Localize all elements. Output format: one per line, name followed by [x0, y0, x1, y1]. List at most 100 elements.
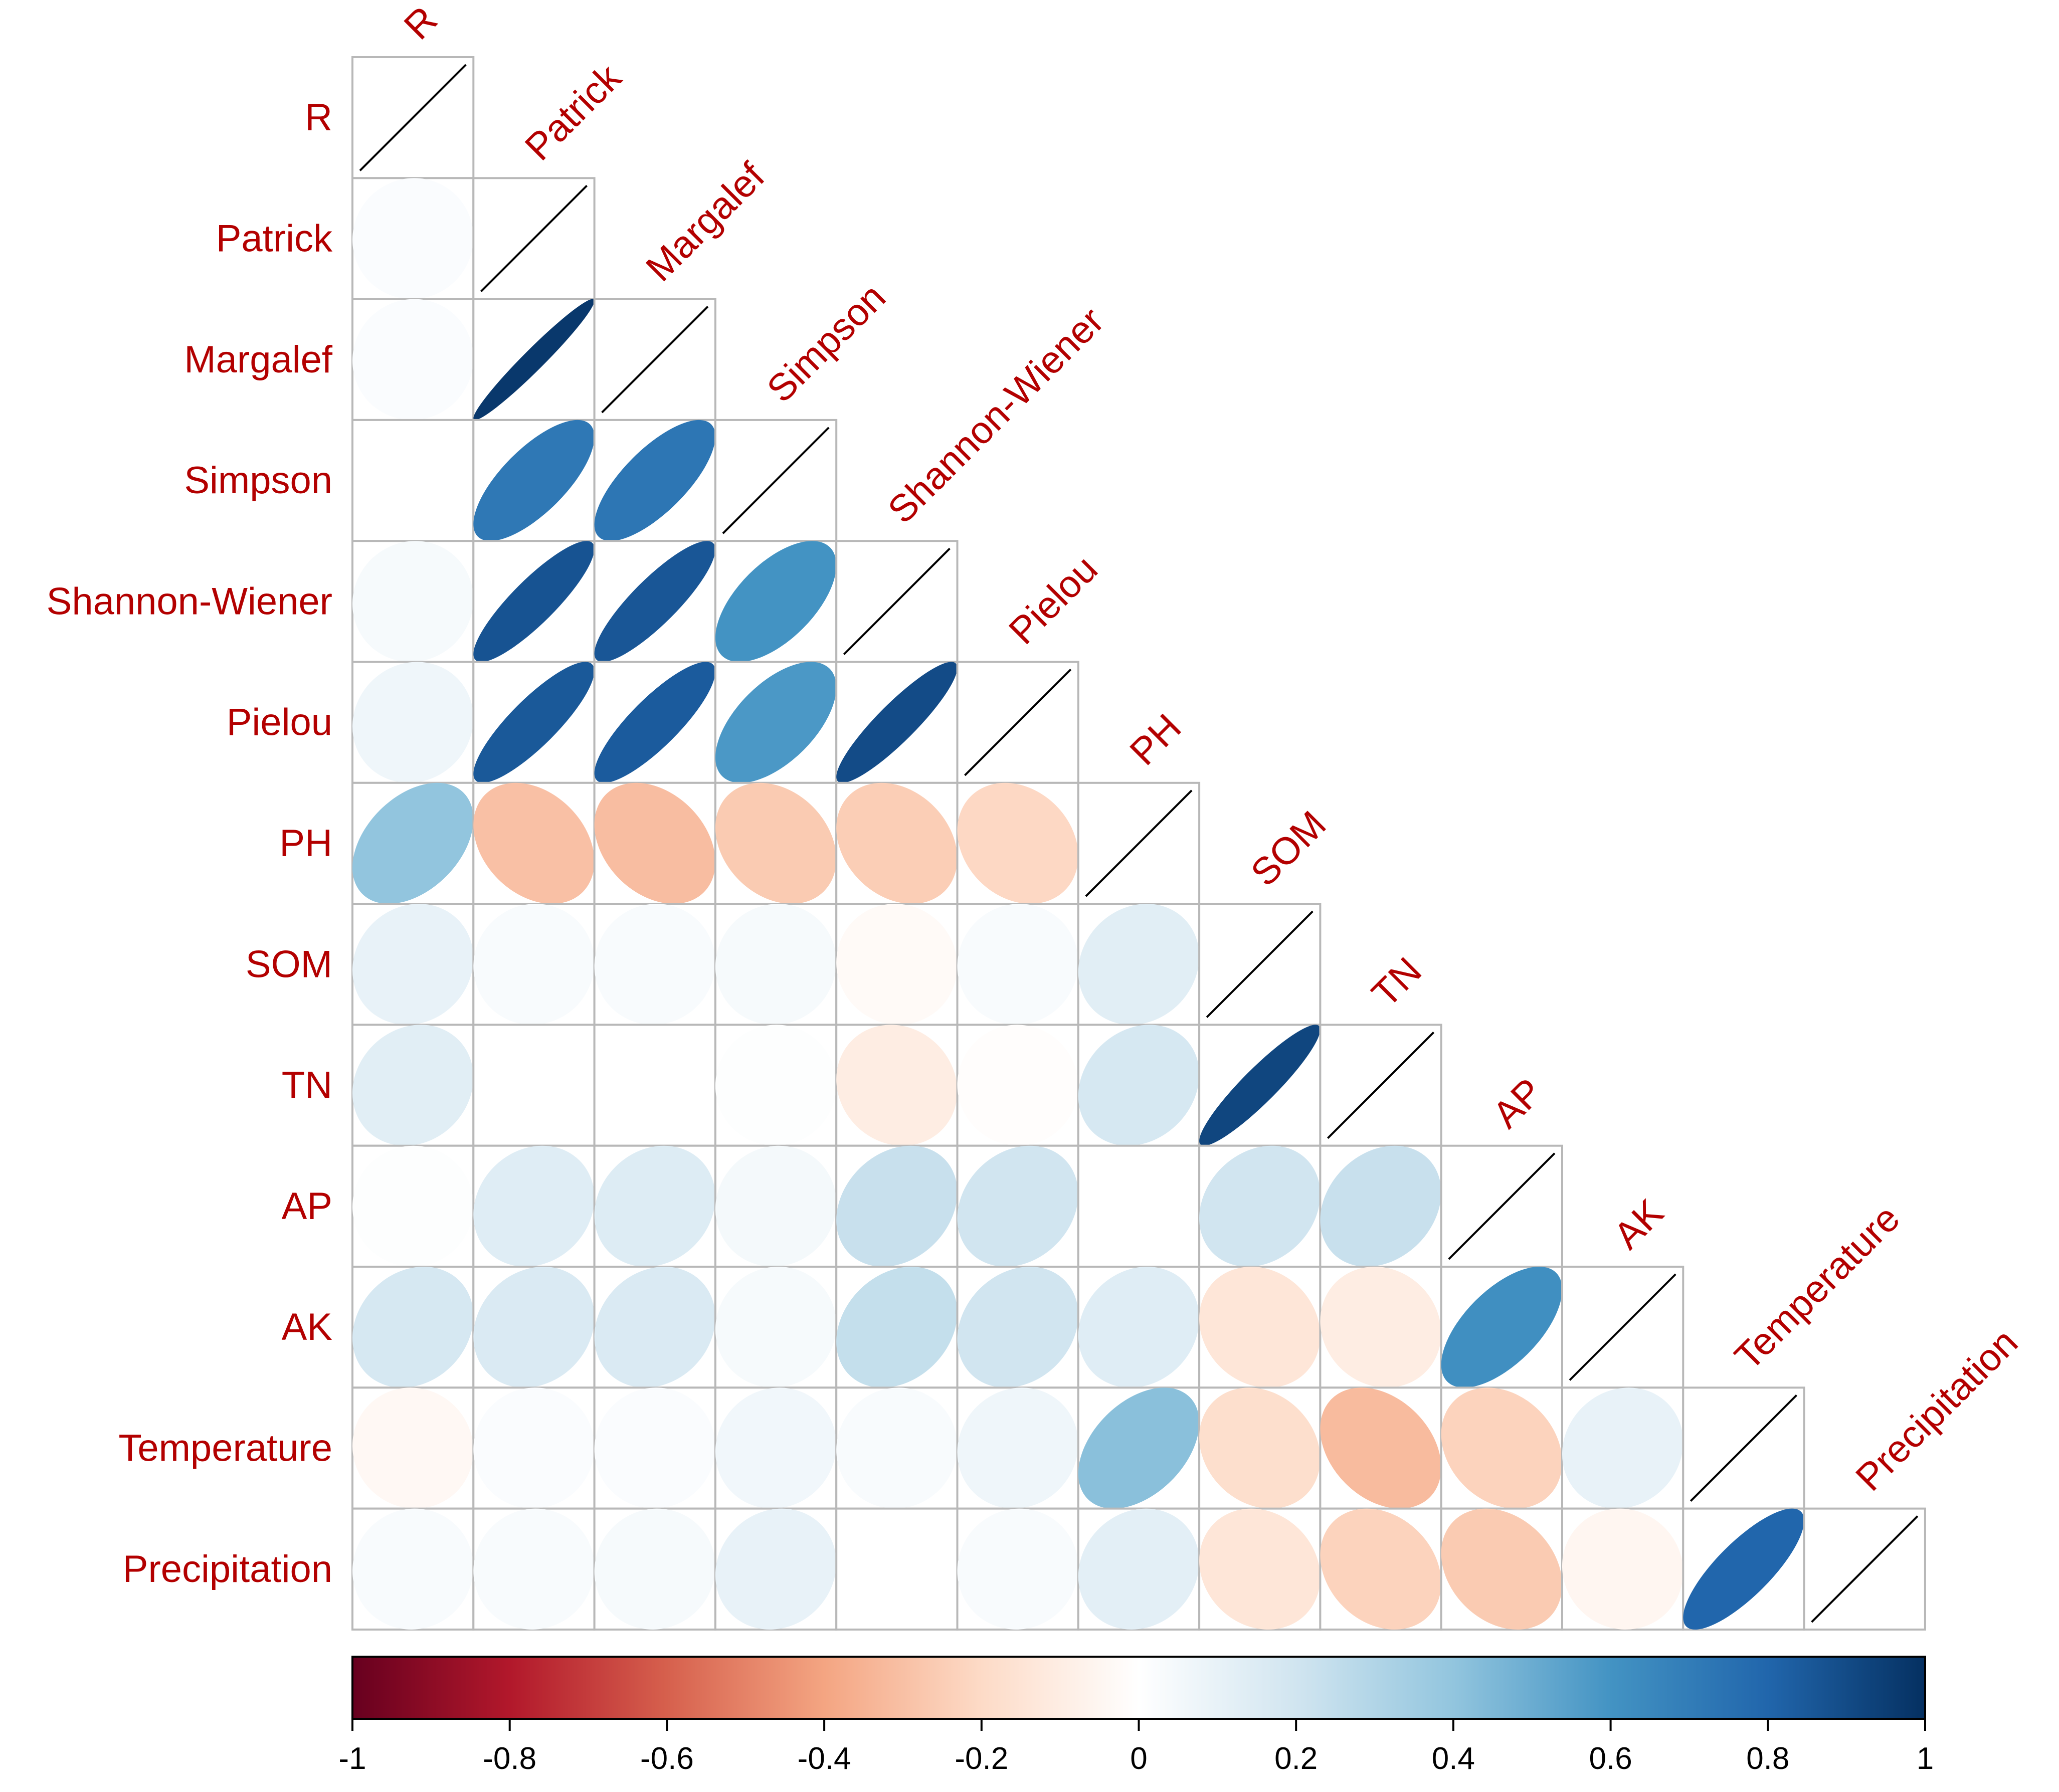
row-label-Pielou: Pielou	[227, 701, 332, 744]
colorbar-tick-label: 1	[1917, 1741, 1934, 1776]
cell-Precipitation-Patrick	[472, 1507, 596, 1631]
cell-Temperature-Shannon-Wiener	[835, 1386, 959, 1510]
diagonal-line-R	[359, 64, 467, 171]
colorbar-tick-label: 0.8	[1746, 1741, 1789, 1776]
cell-PH-PH	[1077, 781, 1201, 905]
ellipse-PH-Shannon-Wiener	[836, 782, 958, 904]
ellipse-PH-Pielou	[957, 782, 1078, 904]
cell-AK-Simpson	[714, 1266, 838, 1389]
cell-PH-Shannon-Wiener	[835, 781, 959, 905]
correlation-cells	[351, 56, 1926, 1631]
colorbar-gradient	[351, 1656, 1926, 1720]
ellipse-Temperature-PH	[1078, 1387, 1200, 1509]
colorbar-ticks: -1 -0.8 -0.6 -0.4 -0.2 0 0.2 0.4 0.6 0.8 1	[338, 1719, 1934, 1776]
cell-Simpson-Patrick	[472, 419, 596, 542]
column-label-Patrick: Patrick	[517, 56, 630, 168]
cell-AK-Margalef	[593, 1266, 716, 1389]
colorbar-tick-label: -0.8	[483, 1741, 536, 1776]
ellipse-Temperature-Patrick	[473, 1387, 595, 1509]
ellipse-Pielou-Shannon-Wiener	[836, 662, 958, 783]
ellipse-AK-Patrick	[473, 1266, 595, 1388]
ellipse-Precipitation-AK	[1562, 1508, 1683, 1630]
ellipse-AK-Shannon-Wiener	[836, 1266, 958, 1388]
cell-Pielou-Patrick	[472, 661, 596, 784]
row-label-Temperature: Temperature	[118, 1427, 332, 1469]
colorbar-tick-label: 0.6	[1589, 1741, 1632, 1776]
cell-Precipitation-AK	[1561, 1507, 1684, 1631]
row-label-TN: TN	[282, 1064, 332, 1107]
ellipse-AP-Simpson	[715, 1145, 837, 1267]
ellipse-AP-TN	[1320, 1145, 1441, 1267]
cell-Precipitation-Shannon-Wiener	[835, 1507, 959, 1631]
cell-TN-TN	[1319, 1024, 1442, 1147]
ellipse-Precipitation-Temperature	[1683, 1508, 1804, 1630]
cell-Simpson-Margalef	[593, 419, 716, 542]
cell-SOM-Pielou	[956, 903, 1079, 1026]
cell-SOM-R	[351, 903, 475, 1026]
cell-Margalef-Margalef	[593, 298, 716, 421]
cell-AP-TN	[1319, 1144, 1442, 1268]
cell-TN-Simpson	[714, 1024, 838, 1147]
cell-Simpson-R	[351, 419, 475, 542]
cell-AP-PH	[1077, 1144, 1201, 1268]
cell-SOM-SOM	[1198, 903, 1322, 1026]
cell-AP-Patrick	[472, 1144, 596, 1268]
column-label-Pielou: Pielou	[1001, 547, 1105, 652]
ellipse-TN-Shannon-Wiener	[836, 1025, 958, 1146]
cell-AP-Shannon-Wiener	[835, 1144, 959, 1268]
colorbar-tick-label: -0.2	[955, 1741, 1008, 1776]
diagonal-line-Pielou	[964, 669, 1072, 776]
cell-Temperature-TN	[1319, 1386, 1442, 1510]
row-label-Simpson: Simpson	[184, 459, 332, 502]
cell-TN-PH	[1077, 1024, 1201, 1147]
diagonal-line-Margalef	[601, 306, 709, 414]
ellipse-AP-Shannon-Wiener	[836, 1145, 958, 1267]
cell-Precipitation-SOM	[1198, 1507, 1322, 1631]
cell-Precipitation-Precipitation	[1803, 1507, 1926, 1631]
cell-Pielou-Shannon-Wiener	[835, 661, 959, 784]
ellipse-AK-R	[352, 1266, 474, 1388]
row-label-Margalef: Margalef	[184, 338, 333, 381]
ellipse-Pielou-Patrick	[473, 662, 595, 783]
cell-Shannon-Wiener-Simpson	[714, 540, 838, 663]
colorbar-tick-label: -0.6	[640, 1741, 694, 1776]
cell-AK-Patrick	[472, 1266, 596, 1389]
ellipse-TN-SOM	[1199, 1025, 1321, 1146]
column-label-Simpson: Simpson	[759, 276, 894, 411]
ellipse-TN-Pielou	[957, 1025, 1078, 1146]
ellipse-TN-PH	[1078, 1025, 1200, 1146]
ellipse-Temperature-AK	[1562, 1387, 1683, 1509]
ellipse-SOM-Pielou	[957, 904, 1078, 1025]
ellipse-Precipitation-AP	[1441, 1508, 1563, 1630]
cell-Shannon-Wiener-R	[351, 540, 475, 663]
cell-AK-AP	[1440, 1266, 1563, 1389]
cell-TN-Pielou	[956, 1024, 1079, 1147]
ellipse-Patrick-R	[352, 178, 474, 299]
row-label-AP: AP	[282, 1185, 332, 1228]
cell-Patrick-Patrick	[472, 177, 596, 300]
ellipse-Precipitation-R	[352, 1508, 474, 1630]
cell-border	[472, 1024, 596, 1147]
cell-AP-SOM	[1198, 1144, 1322, 1268]
ellipse-AK-AP	[1441, 1267, 1563, 1388]
cell-Pielou-R	[351, 661, 475, 784]
row-label-AK: AK	[282, 1306, 332, 1348]
ellipse-TN-Simpson	[715, 1025, 837, 1146]
ellipse-Simpson-Patrick	[473, 420, 595, 541]
colorbar-tick-label: 0.4	[1432, 1741, 1475, 1776]
ellipse-SOM-Simpson	[715, 904, 837, 1025]
ellipse-Precipitation-Patrick	[473, 1508, 595, 1630]
row-label-Patrick: Patrick	[216, 217, 333, 260]
cell-SOM-PH	[1077, 903, 1201, 1026]
cell-Temperature-AP	[1440, 1386, 1563, 1510]
diagonal-line-TN	[1327, 1031, 1435, 1139]
ellipse-AK-Margalef	[594, 1266, 715, 1388]
ellipse-Pielou-R	[352, 662, 474, 783]
colorbar-tick-label: 0	[1130, 1741, 1147, 1776]
ellipse-Pielou-Margalef	[594, 662, 715, 783]
column-label-Margalef: Margalef	[638, 154, 773, 290]
ellipse-Temperature-SOM	[1199, 1387, 1321, 1509]
cell-SOM-Patrick	[472, 903, 596, 1026]
colorbar: -1 -0.8 -0.6 -0.4 -0.2 0 0.2 0.4 0.6 0.8 1	[338, 1656, 1934, 1776]
